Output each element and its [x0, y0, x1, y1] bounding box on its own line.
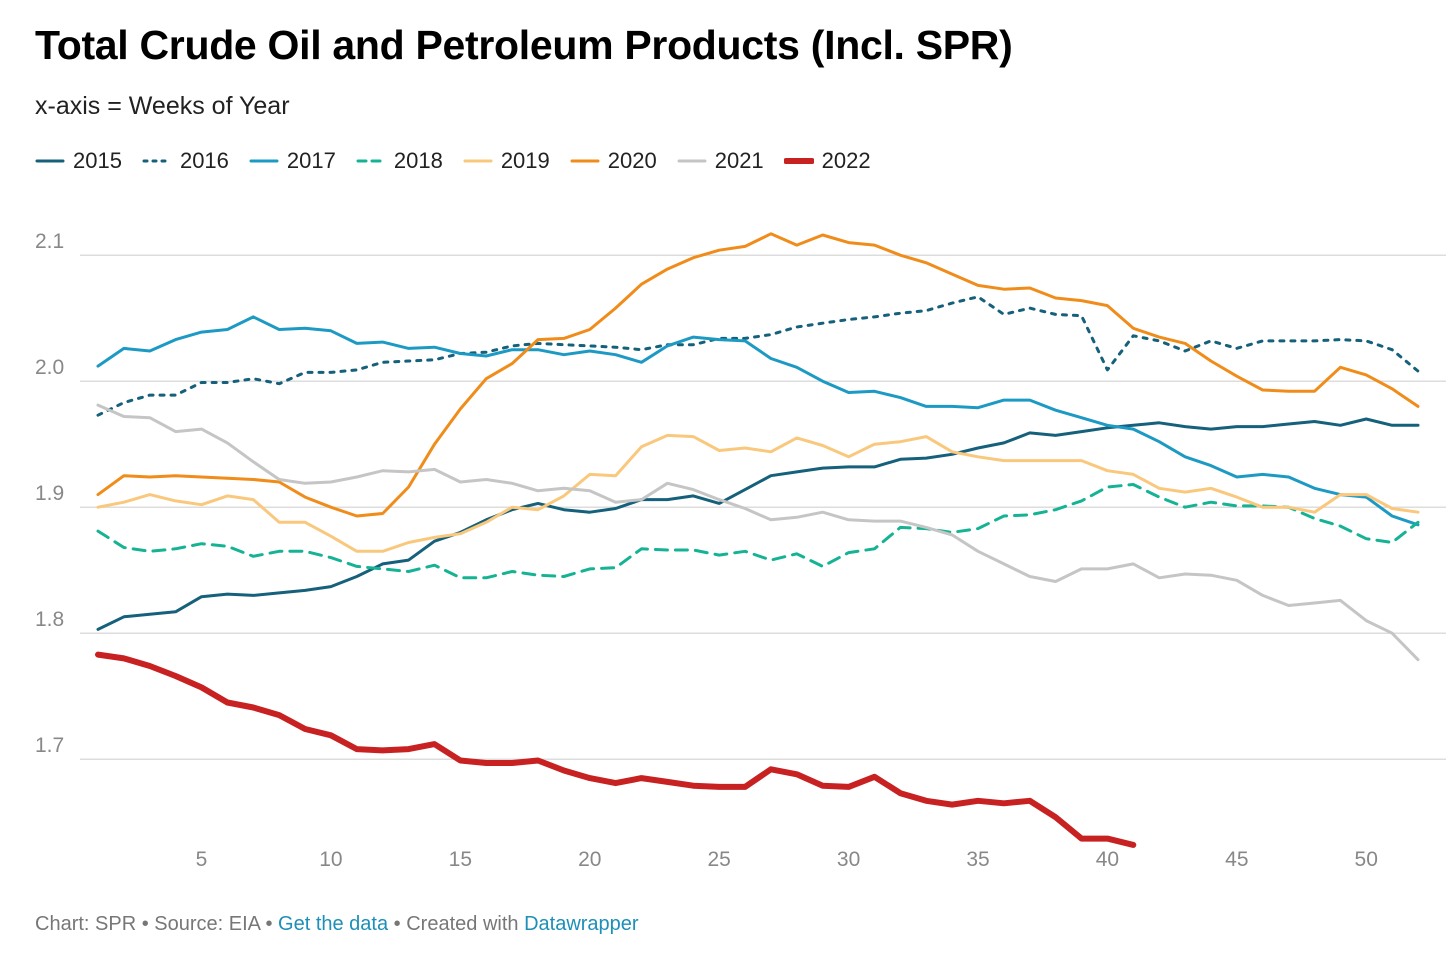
- x-tick-label: 25: [707, 848, 730, 871]
- x-tick-label: 35: [966, 848, 989, 871]
- legend-swatch: [35, 159, 65, 163]
- y-tick-label: 1.8: [35, 608, 64, 631]
- y-axis-ticks: 1.7 1.8 1.9 2.0 2.1: [35, 230, 64, 757]
- x-tick-label: 45: [1225, 848, 1248, 871]
- footer-chart: Chart: SPR: [35, 913, 137, 935]
- chart-subtitle: x-axis = Weeks of Year: [35, 92, 290, 120]
- y-tick-label: 1.9: [35, 482, 64, 505]
- footer-separator: •: [136, 913, 155, 935]
- legend-swatch: [677, 159, 707, 163]
- x-tick-label: 5: [196, 848, 208, 871]
- footer-source: Source: EIA: [154, 913, 260, 935]
- legend-label: 2018: [393, 148, 443, 173]
- y-tick-label: 2.0: [35, 356, 64, 379]
- legend-label: 2016: [179, 148, 229, 173]
- y-tick-label: 1.7: [35, 734, 64, 757]
- x-tick-label: 30: [837, 848, 860, 871]
- legend-item-2020: 2020: [570, 148, 657, 174]
- series-line-2017: [96, 315, 1420, 527]
- footer-separator: •: [388, 913, 407, 935]
- chart-footer: Chart: SPR • Source: EIA • Get the data …: [35, 913, 639, 936]
- legend-item-2016: 2016: [142, 148, 229, 174]
- legend-item-2017: 2017: [249, 148, 336, 174]
- legend-label: 2020: [607, 148, 657, 173]
- series-line-2018: [96, 483, 1420, 580]
- get-the-data-link[interactable]: Get the data: [278, 913, 389, 935]
- legend-swatch: [142, 159, 172, 163]
- series-line-2016: [96, 295, 1420, 417]
- series-line-2020: [96, 232, 1420, 518]
- legend-item-2018: 2018: [356, 148, 443, 174]
- legend-swatch: [356, 159, 386, 163]
- x-tick-label: 40: [1096, 848, 1119, 871]
- x-tick-label: 10: [319, 848, 342, 871]
- legend-swatch: [570, 159, 600, 163]
- footer-created: Created with: [406, 913, 525, 935]
- legend-label: 2015: [73, 148, 122, 173]
- y-tick-label: 2.1: [35, 230, 64, 253]
- series-lines: [95, 232, 1420, 848]
- series-line-2019: [96, 433, 1420, 553]
- x-axis-ticks: 5 10 15 20 25 30 35 40 45 50: [196, 848, 1378, 871]
- legend-label: 2019: [500, 148, 550, 173]
- legend-label: 2021: [714, 148, 764, 173]
- series-line-2022: [95, 651, 1137, 848]
- footer-separator: •: [259, 913, 279, 935]
- datawrapper-link[interactable]: Datawrapper: [524, 913, 639, 935]
- x-tick-label: 15: [449, 848, 472, 871]
- legend-item-2019: 2019: [463, 148, 550, 174]
- legend-swatch: [463, 159, 493, 163]
- line-chart: 1.7 1.8 1.9 2.0 2.1 5 10 15 20 25 30 35 40 45 50: [35, 230, 1446, 871]
- grid-lines: [80, 254, 1446, 760]
- legend-label: 2017: [286, 148, 336, 173]
- x-tick-label: 50: [1355, 848, 1378, 871]
- legend-item-2021: 2021: [677, 148, 764, 174]
- legend-swatch: [783, 158, 814, 164]
- legend-swatch: [249, 159, 279, 163]
- legend-label: 2022: [821, 148, 871, 173]
- series-line-2021: [96, 403, 1420, 662]
- chart-title: Total Crude Oil and Petroleum Products (…: [35, 22, 1013, 68]
- x-tick-label: 20: [578, 848, 601, 871]
- legend-item-2015: 2015: [35, 148, 122, 174]
- legend-item-2022: 2022: [783, 148, 871, 174]
- series-line-2015: [96, 417, 1420, 631]
- chart-legend: 2015 2016 2017 2018 2019 2020 2021 2022: [35, 148, 891, 174]
